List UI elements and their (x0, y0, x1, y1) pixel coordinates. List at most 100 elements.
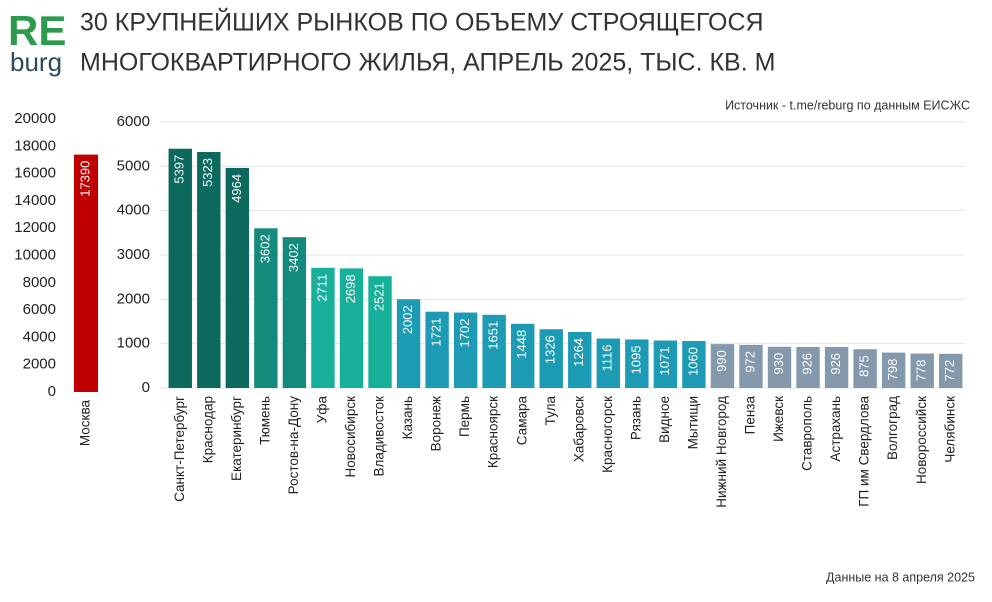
value-label: 990 (714, 350, 729, 372)
y-tick-label: 14000 (14, 192, 56, 209)
bar (881, 352, 906, 388)
bar (710, 344, 735, 388)
value-label: 2711 (314, 274, 329, 302)
y-tick-label: 1000 (117, 335, 150, 352)
value-label: 1448 (514, 330, 529, 359)
y-tick-label: 5000 (117, 157, 150, 174)
bar (910, 353, 934, 388)
value-label: 1095 (628, 345, 643, 374)
x-tick-label: Краснодар (200, 396, 215, 463)
value-label: 926 (828, 353, 843, 375)
x-tick-label: Пермь (457, 396, 472, 437)
x-tick-label: Москва (78, 400, 93, 447)
bar (939, 353, 963, 388)
bar (539, 329, 563, 388)
value-label: 798 (885, 359, 900, 381)
y-tick-label: 0 (142, 379, 150, 396)
value-label: 875 (857, 355, 872, 377)
value-label: 1721 (429, 318, 444, 347)
value-label: 1116 (600, 345, 615, 372)
bar (368, 276, 392, 388)
x-tick-label: Санкт-Петербург (172, 396, 187, 502)
logo: burg (10, 47, 62, 77)
x-tick-label: Уфа (315, 396, 330, 424)
x-tick-label: Пенза (743, 396, 758, 435)
y-tick-label: 4000 (23, 328, 56, 345)
bar (625, 339, 649, 388)
value-label: 772 (942, 360, 957, 382)
x-tick-label: Самара (514, 396, 529, 446)
bar (568, 331, 592, 388)
bar (824, 346, 849, 388)
value-label: 5397 (172, 155, 187, 184)
x-tick-label: Нижний Новгород (714, 396, 729, 508)
x-tick-label: Видное (657, 396, 672, 443)
x-tick-label: Ставрополь (800, 396, 815, 471)
value-label: 930 (771, 353, 786, 375)
bar (339, 268, 364, 388)
footnote: Данные на 8 апреля 2025 (826, 570, 975, 584)
value-label: 1702 (457, 319, 472, 348)
bar (482, 314, 506, 388)
bar (74, 154, 98, 392)
value-label: 1651 (486, 321, 501, 350)
bar (254, 228, 278, 388)
y-tick-label: 4000 (117, 202, 150, 219)
value-label: 972 (742, 351, 757, 373)
value-label: 2002 (400, 305, 415, 334)
bar (739, 344, 763, 388)
x-tick-label: Волгоград (885, 396, 900, 460)
y-tick-label: 16000 (14, 165, 56, 182)
bar (396, 299, 421, 388)
bar (225, 167, 250, 388)
x-tick-label: Тюмень (257, 396, 272, 445)
x-tick-label: Красногорск (600, 396, 615, 473)
value-label: 1264 (571, 338, 586, 367)
value-label: 17390 (77, 161, 92, 197)
x-tick-label: Екатеринбург (229, 396, 244, 481)
x-tick-label: Воронеж (429, 396, 444, 451)
y-tick-label: 0 (48, 383, 56, 400)
x-tick-label: Ростов-на-Дону (286, 396, 301, 495)
bar (453, 312, 478, 388)
x-tick-label: Челябинск (942, 396, 957, 463)
value-label: 3602 (257, 234, 272, 263)
bar (653, 340, 678, 388)
value-label: 778 (914, 360, 929, 382)
y-tick-label: 20000 (14, 110, 56, 127)
x-tick-label: Владивосток (372, 396, 387, 477)
y-tick-label: 2000 (23, 356, 56, 373)
bar (510, 323, 535, 388)
bar (282, 237, 307, 388)
bar (853, 349, 877, 388)
y-tick-label: 6000 (117, 113, 150, 130)
chart-title: 30 КРУПНЕЙШИХ РЫНКОВ ПО ОБЪЕМУ СТРОЯЩЕГО… (80, 7, 764, 37)
x-tick-label: Ижевск (771, 396, 786, 442)
x-tick-label: Рязань (628, 396, 643, 440)
x-tick-label: Красноярск (486, 396, 501, 468)
y-tick-label: 8000 (23, 274, 56, 291)
value-label: 1060 (685, 347, 700, 376)
bar (596, 338, 621, 388)
bar (168, 148, 192, 388)
x-tick-label: Тула (543, 396, 558, 426)
y-tick-label: 12000 (14, 219, 56, 236)
bar (197, 152, 221, 388)
logo: RE (8, 7, 66, 54)
value-label: 926 (799, 353, 814, 375)
value-label: 3402 (286, 243, 301, 272)
y-tick-label: 2000 (117, 290, 150, 307)
value-label: 1326 (543, 335, 558, 364)
y-tick-label: 10000 (14, 246, 56, 263)
bar (311, 267, 335, 388)
x-tick-label: ГП им Свердлова (857, 396, 872, 507)
x-tick-label: Хабаровск (571, 396, 586, 462)
bar (682, 341, 706, 388)
x-tick-label: Казань (400, 396, 415, 439)
bar (425, 311, 449, 388)
x-tick-label: Новороссийск (914, 396, 929, 484)
bar (796, 346, 820, 388)
source: Источник - t.me/reburg по данным ЕИСЖС (725, 98, 970, 112)
value-label: 2698 (343, 274, 358, 303)
